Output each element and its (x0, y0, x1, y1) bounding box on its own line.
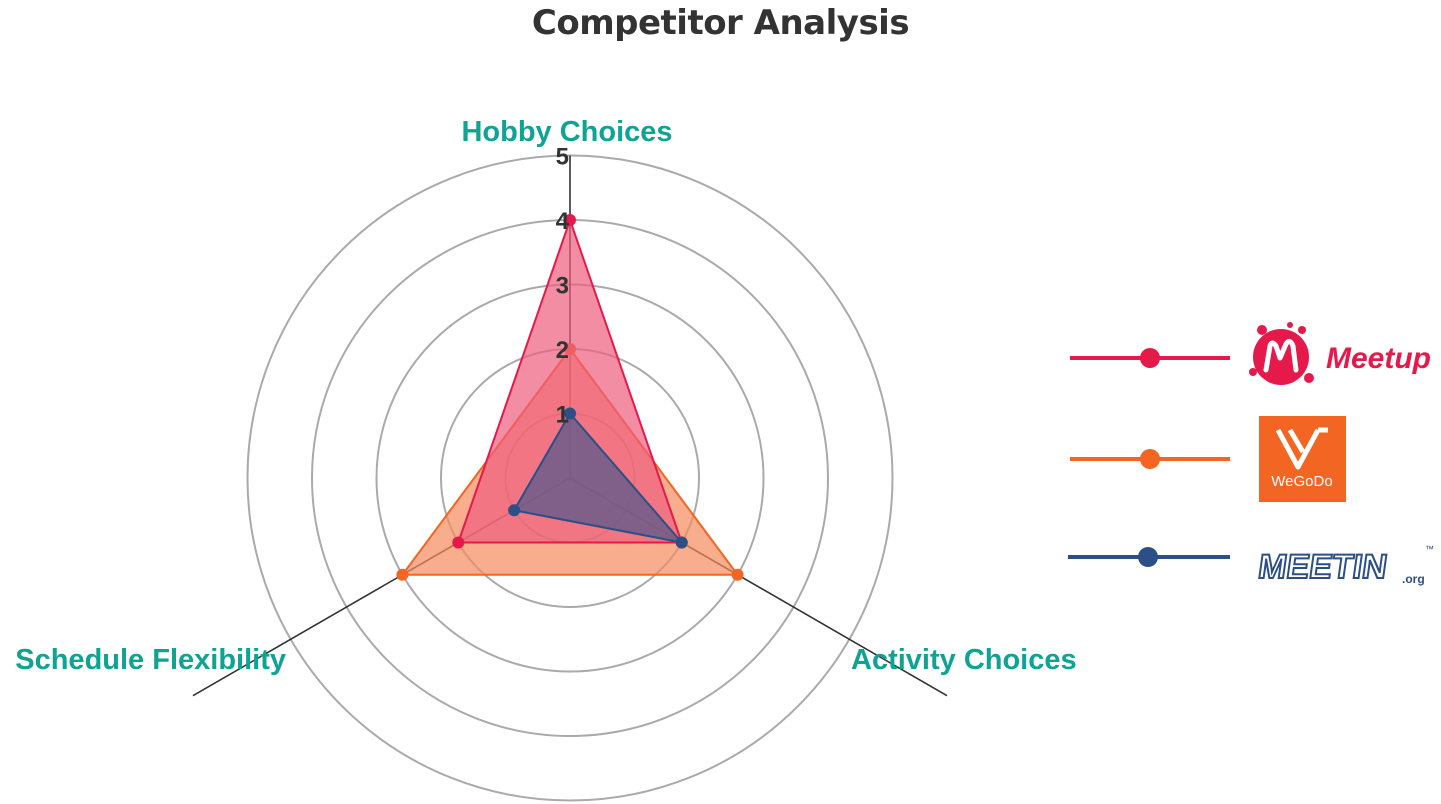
radar-series (396, 214, 744, 581)
tick-label-4: 4 (556, 208, 570, 235)
legend: Meetup WeGoDo MEETIN .org ™ (1068, 322, 1434, 587)
tick-label-5: 5 (556, 144, 569, 171)
radar-tick-labels: 1 2 3 4 5 (556, 144, 570, 429)
axis-label-schedule-flexibility: Schedule Flexibility (15, 644, 286, 676)
legend-item-wegodo[interactable]: WeGoDo (1070, 416, 1346, 502)
axis-label-hobby-choices: Hobby Choices (461, 116, 672, 148)
series-area-meetup (456, 216, 684, 544)
legend-item-meetup[interactable]: Meetup (1070, 322, 1431, 385)
data-point-meetup-3[interactable] (452, 536, 465, 549)
legend-item-meetin[interactable]: MEETIN .org ™ (1068, 544, 1434, 587)
series-area-meetin-org (512, 411, 685, 545)
svg-text:™: ™ (1425, 544, 1434, 554)
radar-axis-labels: Hobby Choices Activity Choices Schedule … (15, 116, 1076, 676)
svg-text:Meetup: Meetup (1326, 342, 1431, 375)
svg-text:.org: .org (1402, 572, 1425, 586)
data-point-meetin-org-2[interactable] (675, 536, 688, 549)
data-point-meetin-org-3[interactable] (508, 504, 521, 517)
tick-label-3: 3 (556, 273, 569, 300)
legend-marker-wegodo (1140, 449, 1160, 469)
legend-marker-meetup (1140, 348, 1160, 368)
legend-marker-meetin (1138, 547, 1158, 567)
tick-label-2: 2 (556, 337, 569, 364)
meetup-logo: Meetup (1249, 322, 1431, 385)
data-point-wegodo-3[interactable] (396, 568, 409, 581)
axis-label-activity-choices: Activity Choices (851, 644, 1077, 676)
data-point-meetup-1[interactable] (564, 214, 576, 226)
wegodo-logo: WeGoDo (1259, 416, 1346, 502)
data-point-wegodo-2[interactable] (731, 568, 744, 581)
svg-text:WeGoDo: WeGoDo (1271, 473, 1332, 490)
svg-text:MEETIN: MEETIN (1256, 548, 1390, 586)
chart-title: Competitor Analysis (531, 3, 910, 43)
tick-label-1: 1 (556, 402, 569, 429)
data-point-meetin-org-1[interactable] (564, 407, 576, 420)
meetin-logo: MEETIN .org ™ (1255, 544, 1434, 587)
